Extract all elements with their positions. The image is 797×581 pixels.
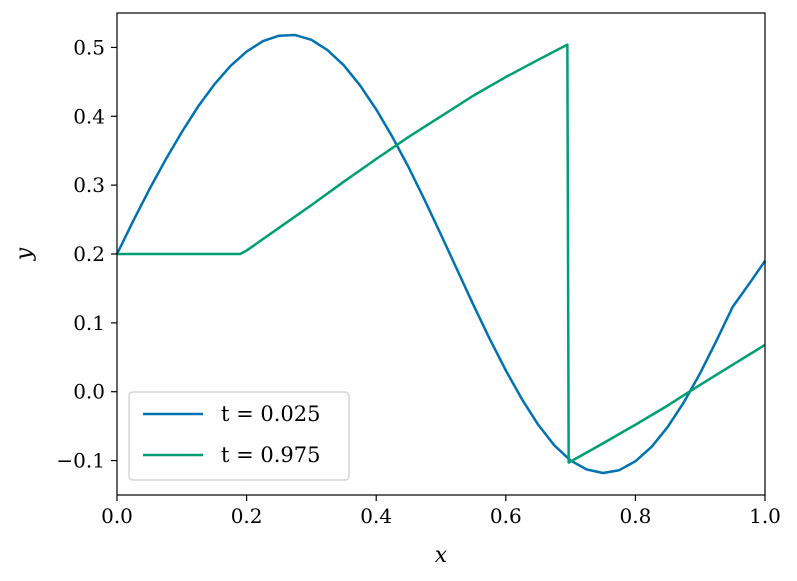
y-tick-label: 0.1 bbox=[73, 311, 105, 335]
legend-label-series-2: t = 0.975 bbox=[221, 443, 321, 467]
x-axis: 0.0 0.2 0.4 0.6 0.8 1.0 bbox=[101, 495, 781, 528]
x-axis-label: x bbox=[435, 543, 448, 568]
x-tick-label: 0.4 bbox=[360, 504, 392, 528]
legend-label-series-1: t = 0.025 bbox=[221, 402, 321, 426]
y-axis-label: y bbox=[12, 247, 37, 261]
series-layer bbox=[115, 33, 767, 475]
y-tick-label: 0.0 bbox=[73, 380, 105, 404]
x-tick-label: 0.2 bbox=[231, 504, 263, 528]
series-line-2 bbox=[117, 43, 766, 464]
y-tick-label: −0.1 bbox=[56, 449, 105, 473]
x-tick-label: 0.6 bbox=[490, 504, 522, 528]
y-axis: −0.1 0.0 0.1 0.2 0.3 0.4 0.5 bbox=[56, 35, 117, 473]
x-tick-label: 0.8 bbox=[619, 504, 651, 528]
y-tick-label: 0.2 bbox=[73, 242, 105, 266]
legend: t = 0.025 t = 0.975 bbox=[128, 391, 350, 481]
y-tick-label: 0.5 bbox=[73, 35, 105, 59]
x-tick-label: 1.0 bbox=[749, 504, 781, 528]
x-tick-label: 0.0 bbox=[101, 504, 133, 528]
y-tick-label: 0.4 bbox=[73, 104, 105, 128]
y-tick-label: 0.3 bbox=[73, 173, 105, 197]
series-line-1 bbox=[115, 33, 767, 475]
